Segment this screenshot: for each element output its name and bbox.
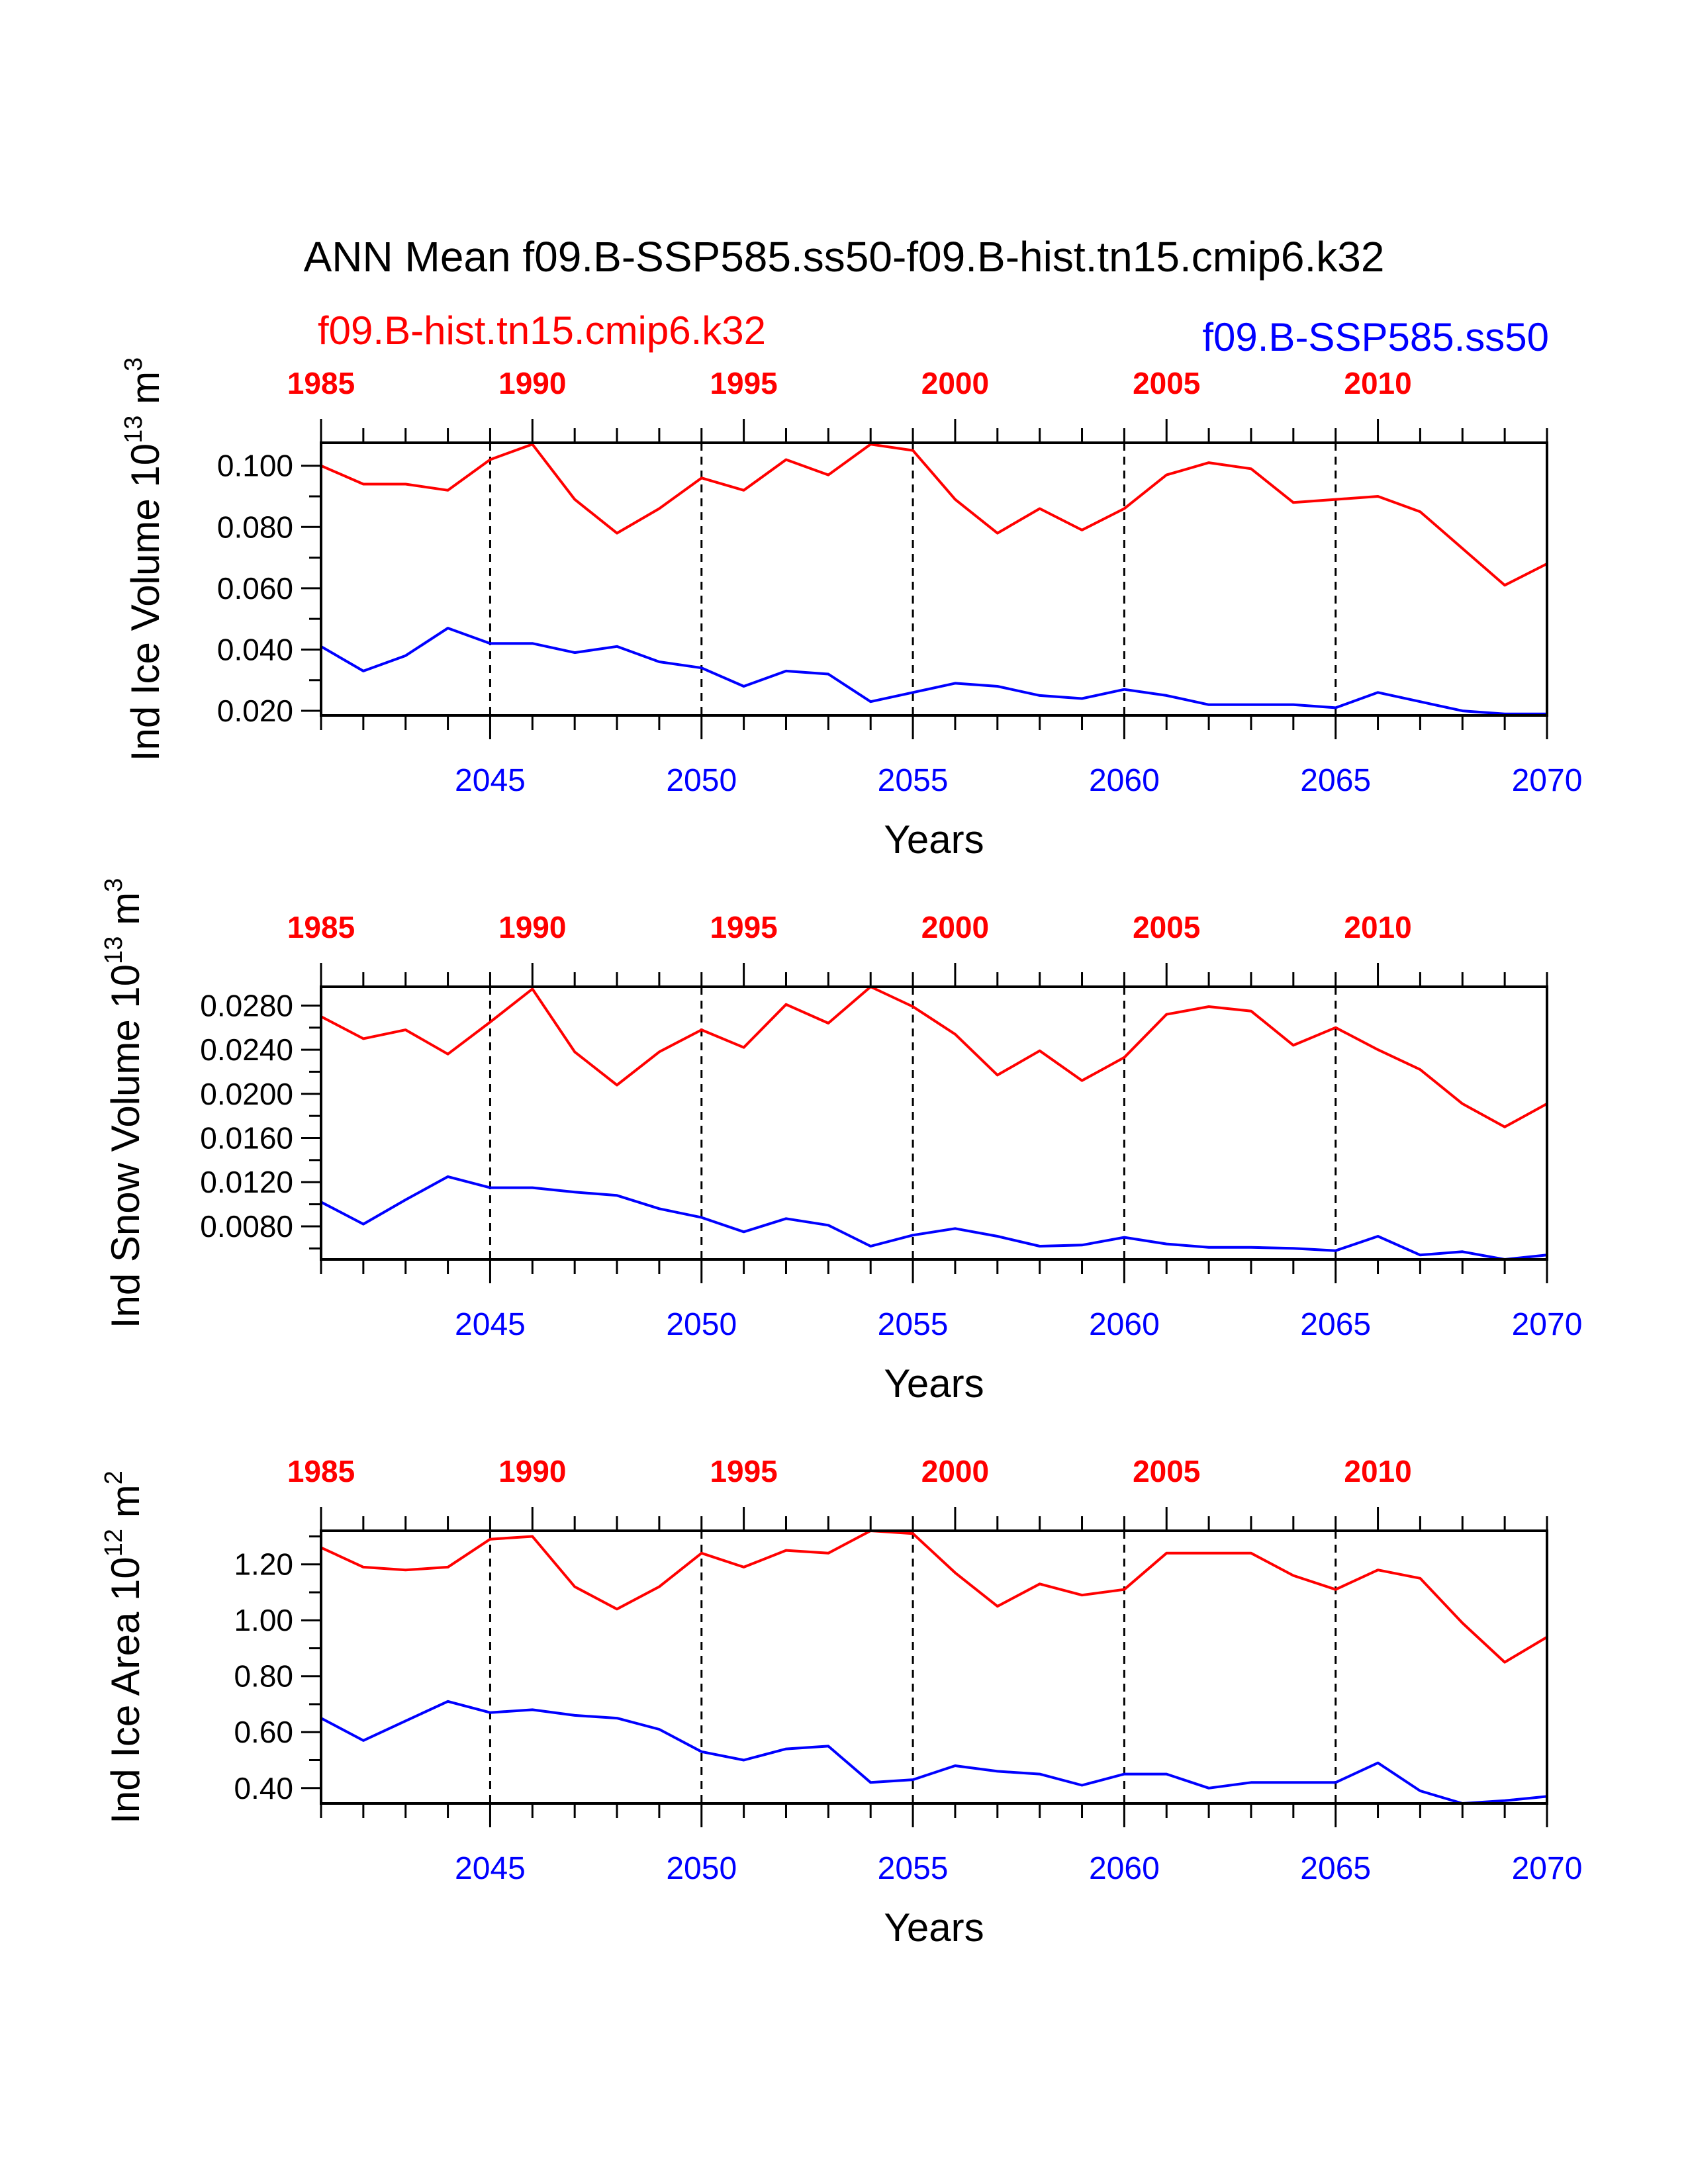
y-axis-title-unit: m: [103, 1484, 148, 1529]
y-axis-title-text: Ind Snow Volume 10: [103, 964, 148, 1328]
y-tick-label: 0.80: [234, 1659, 293, 1694]
x-top-tick-label: 1990: [498, 910, 566, 944]
x-bottom-tick-label: 2055: [878, 763, 949, 798]
x-top-tick-label: 1990: [498, 366, 566, 400]
x-top-tick-label: 1995: [710, 1454, 777, 1488]
x-bottom-tick-label: 2060: [1089, 1307, 1160, 1342]
y-axis-title-exp: 13: [120, 416, 148, 443]
panel-1: 2045 2050 2055 2060 2065 2070 1985 1990 1995 2000…: [120, 357, 1582, 862]
plot-frame: [320, 1529, 1548, 1805]
x-bottom-tick-label: 2045: [455, 763, 526, 798]
legend-hist-label: f09.B-hist.tn15.cmip6.k32: [318, 308, 766, 353]
y-tick-label: 0.100: [217, 449, 293, 483]
x-top-tick-label: 1985: [287, 366, 355, 400]
x-bottom-tick-label: 2070: [1512, 763, 1583, 798]
y-tick-label: 0.0120: [200, 1165, 293, 1199]
x-bottom-tick-label: 2065: [1300, 1307, 1371, 1342]
x-bottom-tick-label: 2070: [1512, 1307, 1583, 1342]
x-top-tick-label: 2005: [1133, 366, 1200, 400]
y-axis-title-text: Ind Ice Volume 10: [123, 443, 167, 761]
plot-frame: [320, 985, 1548, 1261]
x-top-tick-label: 1985: [287, 1454, 355, 1488]
y-tick-label: 0.040: [217, 632, 293, 666]
y-tick-label: 0.080: [217, 510, 293, 544]
y-axis-title-unit: m: [103, 892, 148, 936]
series-line-ssp: [320, 1700, 1548, 1805]
x-axis-title: Years: [884, 1905, 984, 1950]
x-top-tick-label: 2000: [921, 910, 989, 944]
x-top-tick-label: 2005: [1133, 1454, 1200, 1488]
series-line-hist: [320, 985, 1548, 1128]
x-bottom-tick-label: 2070: [1512, 1851, 1583, 1886]
x-bottom-tick-label: 2055: [878, 1307, 949, 1342]
y-axis-title-unit-exp: 3: [120, 357, 148, 371]
y-tick-label: 0.0080: [200, 1209, 293, 1244]
y-tick-label: 0.40: [234, 1771, 293, 1805]
x-bottom-tick-label: 2045: [455, 1307, 526, 1342]
x-axis-title: Years: [884, 1361, 984, 1406]
y-tick-label: 0.60: [234, 1715, 293, 1749]
y-axis-title: Ind Ice Area 1012 m2: [100, 1471, 148, 1824]
y-tick-label: 0.0160: [200, 1121, 293, 1156]
x-bottom-tick-label: 2065: [1300, 1851, 1371, 1886]
series-line-ssp: [320, 1175, 1548, 1261]
x-bottom-tick-label: 2060: [1089, 763, 1160, 798]
y-tick-label: 0.020: [217, 694, 293, 728]
x-bottom-tick-label: 2055: [878, 1851, 949, 1886]
y-axis-title-text: Ind Ice Area 10: [103, 1557, 148, 1824]
x-top-tick-label: 1995: [710, 910, 777, 944]
y-axis-title-unit: m: [123, 371, 167, 416]
panel-2: 2045 2050 2055 2060 2065 2070 1985 1990 1995 2000…: [100, 878, 1582, 1406]
x-top-tick-label: 2005: [1133, 910, 1200, 944]
y-tick-label: 0.060: [217, 571, 293, 606]
series-line-ssp: [320, 627, 1547, 715]
series-line-hist: [320, 1529, 1548, 1664]
x-bottom-tick-label: 2060: [1089, 1851, 1160, 1886]
y-axis-title-unit-exp: 3: [100, 878, 128, 892]
y-tick-label: 0.0280: [200, 988, 293, 1023]
x-top-tick-label: 1995: [710, 366, 777, 400]
legend-ssp-label: f09.B-SSP585.ss50: [1202, 315, 1549, 359]
y-axis-title-unit-exp: 2: [100, 1471, 128, 1484]
x-axis-title: Years: [884, 817, 984, 862]
x-top-tick-label: 2010: [1344, 366, 1411, 400]
series-line-hist: [320, 443, 1548, 587]
y-axis-title: Ind Ice Volume 1013 m3: [120, 357, 167, 761]
y-axis-title-exp: 13: [100, 936, 128, 964]
x-bottom-tick-label: 2050: [666, 1851, 737, 1886]
x-bottom-tick-label: 2050: [666, 763, 737, 798]
x-bottom-tick-label: 2050: [666, 1307, 737, 1342]
y-tick-label: 0.0240: [200, 1032, 293, 1067]
x-top-tick-label: 2010: [1344, 910, 1411, 944]
x-bottom-tick-label: 2065: [1300, 763, 1371, 798]
y-tick-label: 1.00: [234, 1603, 293, 1637]
x-bottom-tick-label: 2045: [455, 1851, 526, 1886]
y-tick-label: 0.0200: [200, 1077, 293, 1111]
y-axis-title: Ind Snow Volume 1013 m3: [100, 878, 148, 1328]
panel-3: 2045 2050 2055 2060 2065 2070 1985 1990 1995 2000…: [100, 1454, 1582, 1950]
x-top-tick-label: 1990: [498, 1454, 566, 1488]
x-top-tick-label: 2000: [921, 1454, 989, 1488]
x-top-tick-label: 2000: [921, 366, 989, 400]
y-tick-label: 1.20: [234, 1547, 293, 1582]
plot-frame: [320, 441, 1548, 717]
figure-title: ANN Mean f09.B-SSP585.ss50-f09.B-hist.tn…: [304, 233, 1385, 281]
x-top-tick-label: 2010: [1344, 1454, 1411, 1488]
y-axis-title-exp: 12: [100, 1529, 128, 1557]
x-top-tick-label: 1985: [287, 910, 355, 944]
panels-group: 2045 2050 2055 2060 2065 2070 1985 1990 1995 2000…: [100, 357, 1582, 1950]
